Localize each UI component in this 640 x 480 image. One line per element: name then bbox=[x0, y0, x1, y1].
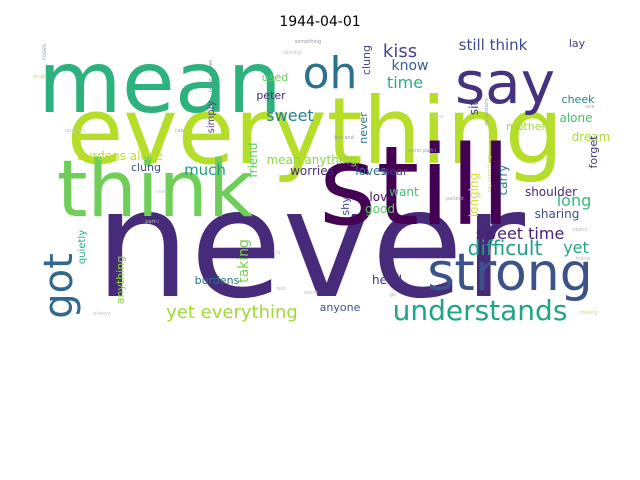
cloud-word: clung bbox=[131, 161, 161, 174]
cloud-word: try bbox=[274, 250, 281, 256]
cloud-word: follow bbox=[576, 256, 591, 262]
cloud-word: part-i bbox=[145, 219, 158, 225]
cloud-word: dream bbox=[572, 130, 611, 144]
cloud-word: forget bbox=[587, 135, 600, 169]
cloud-word: taking bbox=[236, 239, 252, 283]
cloud-word: understands bbox=[393, 294, 568, 327]
cloud-word: want bbox=[389, 185, 419, 199]
cloud-word: still bbox=[319, 122, 511, 250]
cloud-word: lay bbox=[569, 37, 586, 50]
cloud-word: cheek bbox=[562, 93, 596, 106]
cloud-word: sharing bbox=[535, 207, 580, 221]
cloud-word: something bbox=[295, 39, 321, 45]
cloud-word: shoulder bbox=[525, 185, 577, 199]
cloud-word: quietly bbox=[77, 230, 88, 264]
cloud-word: mean bbox=[38, 33, 282, 133]
cloud-word: much bbox=[184, 161, 226, 179]
cloud-word: object bbox=[572, 227, 587, 233]
cloud-word: peter bbox=[256, 89, 286, 102]
cloud-word: sweet bbox=[266, 106, 313, 125]
cloud-word: patient bbox=[446, 196, 464, 202]
cloud-word: chasing bbox=[578, 310, 597, 316]
cloud-word: time bbox=[387, 73, 423, 92]
cloud-word: clung bbox=[360, 45, 373, 75]
cloud-word: near bbox=[382, 165, 407, 178]
cloud-word: still think bbox=[459, 36, 528, 54]
cloud-word: longing bbox=[467, 173, 481, 217]
page-title: 1944-04-01 bbox=[279, 14, 361, 30]
cloud-word: anyone bbox=[320, 301, 361, 314]
cloud-word: seen bbox=[156, 189, 168, 195]
cloud-word: upstairs bbox=[65, 128, 85, 134]
cloud-word: say something bbox=[487, 156, 493, 193]
cloud-word: carry bbox=[496, 165, 510, 196]
cloud-word: sweet time bbox=[476, 224, 565, 243]
cloud-word: never bbox=[95, 158, 525, 332]
cloud-word: yet bbox=[563, 238, 589, 257]
cloud-word: kiss bbox=[383, 41, 417, 62]
cloud-word: one bbox=[585, 104, 594, 110]
cloud-word: difficult bbox=[468, 236, 543, 260]
cloud-word: roses bbox=[41, 44, 48, 60]
cloud-word: long bbox=[557, 191, 592, 210]
cloud-word: anything bbox=[114, 256, 127, 305]
cloud-word: friend bbox=[246, 142, 260, 177]
cloud-word: mother bbox=[506, 120, 546, 133]
cloud-word: sure bbox=[433, 114, 444, 120]
cloud-word: cale bbox=[175, 128, 185, 134]
cloud-word: think bbox=[57, 145, 253, 235]
cloud-word: sit bbox=[467, 101, 481, 116]
cloud-word: worries bbox=[290, 164, 334, 178]
cloud-word: strong bbox=[427, 243, 593, 303]
cloud-word: never bbox=[357, 112, 370, 144]
cloud-word: rest bbox=[276, 286, 286, 292]
cloud-word: got bbox=[36, 253, 82, 319]
cloud-word: simply bbox=[206, 101, 217, 134]
cloud-word: head bbox=[372, 273, 402, 287]
cloud-word: alone bbox=[559, 111, 592, 125]
cloud-word: go bbox=[390, 292, 396, 298]
cloud-word: burdens alone bbox=[77, 149, 163, 163]
cloud-word: burdens bbox=[195, 274, 240, 287]
cloud-word: mean anything bbox=[267, 153, 358, 167]
cloud-word: loves bbox=[355, 164, 386, 178]
cloud-word: used bbox=[262, 71, 288, 84]
cloud-word: good bbox=[365, 202, 395, 216]
cloud-word: worst part-i bbox=[408, 148, 437, 154]
cloud-word: yet everything bbox=[166, 302, 298, 323]
cloud-word: know bbox=[392, 58, 429, 74]
cloud-word: oh bbox=[303, 48, 358, 99]
cloud-word: say bbox=[455, 49, 555, 117]
cloud-word: never comes bbox=[208, 59, 214, 92]
cloud-word: everything bbox=[67, 78, 564, 185]
cloud-word: worst bbox=[304, 290, 318, 296]
cloud-word: shy bbox=[339, 196, 352, 216]
cloud-word: but-and bbox=[334, 135, 354, 141]
cloud-word: go upstairs bbox=[484, 98, 490, 126]
cloud-word: coming bbox=[283, 50, 301, 56]
cloud-word: kings bbox=[33, 74, 47, 80]
cloud-word: love bbox=[369, 190, 394, 204]
cloud-word: always bbox=[93, 311, 111, 317]
